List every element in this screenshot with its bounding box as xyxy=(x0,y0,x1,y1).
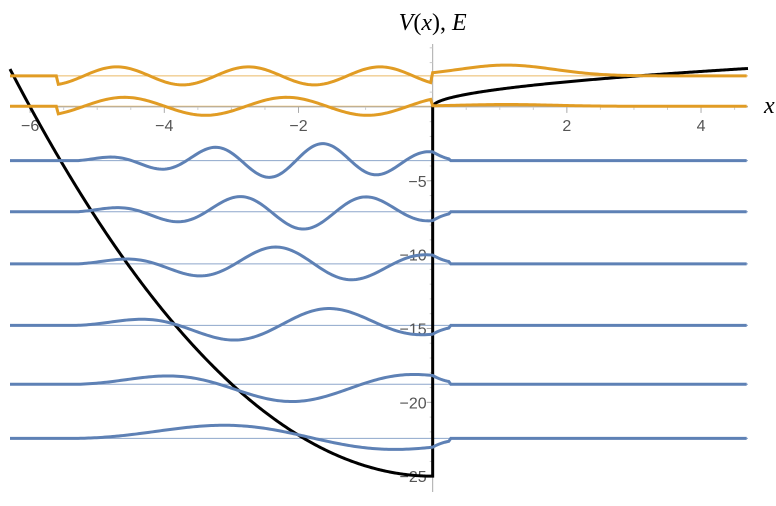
y-ticks: −5−10−15−20−25 xyxy=(400,47,433,486)
x-tick-label: 4 xyxy=(697,118,706,135)
y-title-close: ), xyxy=(432,10,452,36)
x-tick-label: 2 xyxy=(562,118,571,135)
axes: −6 −4 −2 2 4 −5−10−15−20−25 xyxy=(10,44,748,492)
bound-wavefunction xyxy=(10,423,747,451)
y-tick-label: −20 xyxy=(400,395,427,412)
y-tick-label: −25 xyxy=(400,469,427,486)
y-title-e: E xyxy=(451,10,467,36)
bound-wavefunction xyxy=(10,372,747,404)
bound-wavefunction xyxy=(10,245,747,282)
x-tick-label: −4 xyxy=(155,118,173,135)
energy-levels xyxy=(10,75,748,439)
potential-curve xyxy=(8,66,749,478)
bound-wavefunction xyxy=(10,195,747,231)
continuum-wavefunction xyxy=(10,63,747,87)
y-tick-label: −5 xyxy=(408,174,426,191)
x-ticks: −6 −4 −2 2 4 xyxy=(21,106,736,135)
y-axis-title: V(x), E xyxy=(399,10,467,36)
y-title-x: x xyxy=(420,10,432,36)
y-title-open: ( xyxy=(413,10,421,36)
x-tick-label: −6 xyxy=(21,118,39,135)
continuum-wavefunction xyxy=(10,95,747,117)
bound-wavefunction xyxy=(10,142,747,179)
wavefunctions xyxy=(10,63,747,451)
bound-wavefunction xyxy=(10,307,747,342)
x-axis-title: x xyxy=(763,93,775,119)
y-title-v: V xyxy=(399,10,416,36)
x-tick-label: −2 xyxy=(289,118,307,135)
potential xyxy=(8,66,749,478)
